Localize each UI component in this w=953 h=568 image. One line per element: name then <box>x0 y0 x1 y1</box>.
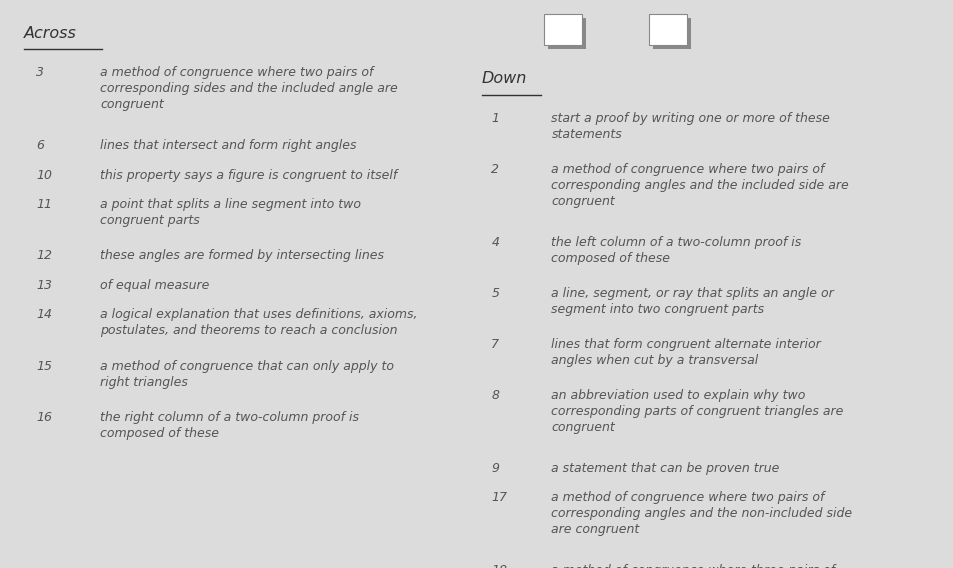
Text: this property says a figure is congruent to itself: this property says a figure is congruent… <box>100 169 397 182</box>
Text: a method of congruence where three pairs of
corresponding sides are congruent: a method of congruence where three pairs… <box>551 564 835 568</box>
Text: 3: 3 <box>36 66 44 80</box>
Text: 1: 1 <box>491 112 498 125</box>
Text: Down: Down <box>481 71 527 86</box>
Text: 8: 8 <box>491 389 498 402</box>
Text: 6: 6 <box>36 139 44 152</box>
Text: 15: 15 <box>36 360 52 373</box>
Text: a logical explanation that uses definitions, axioms,
postulates, and theorems to: a logical explanation that uses definiti… <box>100 308 417 337</box>
Text: 12: 12 <box>36 249 52 262</box>
Text: a method of congruence where two pairs of
corresponding angles and the included : a method of congruence where two pairs o… <box>551 163 848 208</box>
Text: 5: 5 <box>491 287 498 300</box>
Text: of equal measure: of equal measure <box>100 279 210 292</box>
Text: 14: 14 <box>36 308 52 321</box>
FancyBboxPatch shape <box>543 14 581 45</box>
Text: 17: 17 <box>491 491 507 504</box>
Text: a point that splits a line segment into two
congruent parts: a point that splits a line segment into … <box>100 198 361 227</box>
Text: 4: 4 <box>491 236 498 249</box>
Text: an abbreviation used to explain why two
corresponding parts of congruent triangl: an abbreviation used to explain why two … <box>551 389 842 434</box>
Text: 2: 2 <box>491 163 498 176</box>
Text: 10: 10 <box>36 169 52 182</box>
Text: Across: Across <box>24 26 76 40</box>
Text: 11: 11 <box>36 198 52 211</box>
Text: lines that intersect and form right angles: lines that intersect and form right angl… <box>100 139 356 152</box>
Text: lines that form congruent alternate interior
angles when cut by a transversal: lines that form congruent alternate inte… <box>551 338 821 367</box>
Text: 13: 13 <box>36 279 52 292</box>
Text: a method of congruence where two pairs of
corresponding sides and the included a: a method of congruence where two pairs o… <box>100 66 397 111</box>
Text: 7: 7 <box>491 338 498 351</box>
FancyBboxPatch shape <box>547 18 585 49</box>
Text: a method of congruence where two pairs of
corresponding angles and the non-inclu: a method of congruence where two pairs o… <box>551 491 852 536</box>
Text: a statement that can be proven true: a statement that can be proven true <box>551 462 779 475</box>
Text: the right column of a two-column proof is
composed of these: the right column of a two-column proof i… <box>100 411 358 440</box>
FancyBboxPatch shape <box>648 14 686 45</box>
Text: 9: 9 <box>491 462 498 475</box>
Text: the left column of a two-column proof is
composed of these: the left column of a two-column proof is… <box>551 236 801 265</box>
Text: a method of congruence that can only apply to
right triangles: a method of congruence that can only app… <box>100 360 394 389</box>
Text: a line, segment, or ray that splits an angle or
segment into two congruent parts: a line, segment, or ray that splits an a… <box>551 287 833 316</box>
Text: 16: 16 <box>36 411 52 424</box>
Text: 18: 18 <box>491 564 507 568</box>
Text: these angles are formed by intersecting lines: these angles are formed by intersecting … <box>100 249 384 262</box>
Text: start a proof by writing one or more of these
statements: start a proof by writing one or more of … <box>551 112 829 141</box>
FancyBboxPatch shape <box>652 18 690 49</box>
